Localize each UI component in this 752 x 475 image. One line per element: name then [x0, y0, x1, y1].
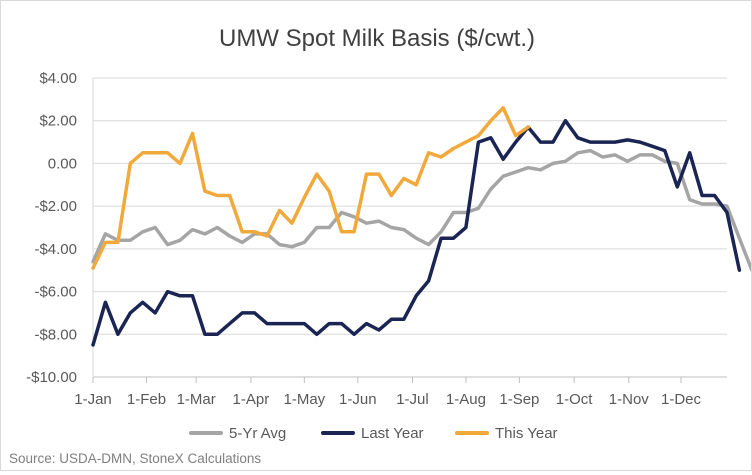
y-axis-tick-labels: $4.00 $2.00 0.00 -$2.00 -$4.00 -$6.00 -$8.00 -$… [26, 70, 77, 386]
x-tick-label: 1-Jan [74, 391, 112, 408]
y-tick-label: -$2.00 [34, 198, 77, 215]
legend-label: Last Year [361, 425, 424, 442]
x-tick-label: 1-Aug [446, 391, 486, 408]
x-tick-label: 1-Jun [339, 391, 377, 408]
x-tick-label: 1-Sep [499, 391, 539, 408]
y-tick-label: 0.00 [48, 155, 77, 172]
x-tick-label: 1-Mar [177, 391, 216, 408]
legend-label: 5-Yr Avg [229, 425, 286, 442]
x-tick-label: 1-Jul [396, 391, 429, 408]
y-tick-label: -$6.00 [34, 284, 77, 301]
gridlines [92, 77, 727, 378]
chart-title: UMW Spot Milk Basis ($/cwt.) [219, 25, 535, 52]
x-tick-label: 1-Nov [609, 391, 650, 408]
series-line [91, 148, 752, 272]
y-tick-label: $2.00 [39, 113, 77, 130]
x-tick-label: 1-May [283, 391, 325, 408]
x-tick-label: 1-Dec [661, 391, 702, 408]
x-tick-label: 1-Oct [556, 391, 594, 408]
series-lines [91, 106, 752, 347]
legend-item: 5-Yr Avg [189, 425, 286, 442]
x-axis-tick-marks [92, 377, 682, 383]
y-tick-label: -$8.00 [34, 326, 77, 343]
y-tick-label: -$10.00 [26, 369, 77, 386]
x-tick-label: 1-Feb [127, 391, 166, 408]
y-tick-label: $4.00 [39, 70, 77, 87]
legend-label: This Year [495, 425, 558, 442]
series-line [91, 118, 742, 347]
x-tick-label: 1-Apr [233, 391, 270, 408]
legend: 5-Yr Avg Last Year This Year [189, 425, 558, 442]
series-line [91, 106, 530, 270]
source-note: Source: USDA-DMN, StoneX Calculations [9, 451, 261, 466]
x-axis-tick-labels: 1-Jan 1-Feb 1-Mar 1-Apr 1-May 1-Jun 1-Jul 1-Aug… [74, 391, 701, 408]
legend-item: This Year [455, 425, 558, 442]
legend-item: Last Year [321, 425, 424, 442]
y-tick-label: -$4.00 [34, 241, 77, 258]
